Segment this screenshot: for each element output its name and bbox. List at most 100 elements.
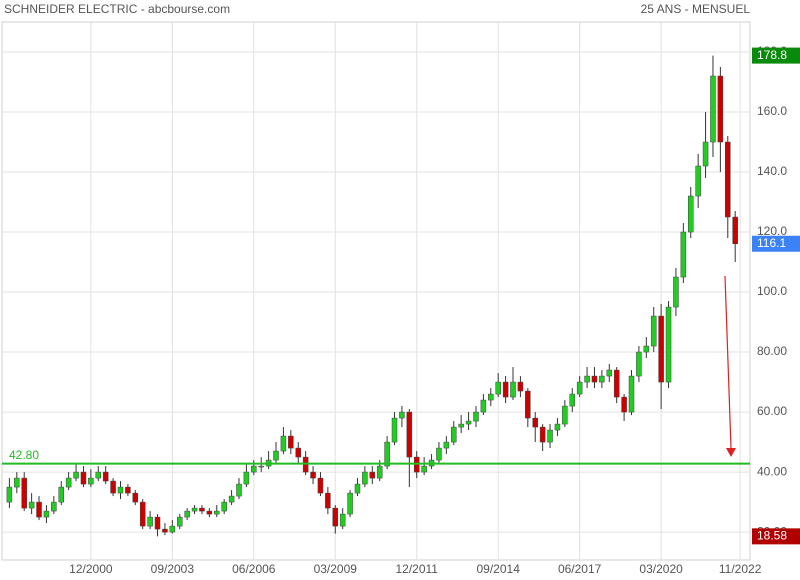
plot: 20.0040.0060.0080.00100.0120.0140.0160.0… <box>1 21 800 576</box>
y-tick-label: 120.0 <box>757 224 787 238</box>
candle-body <box>273 450 279 461</box>
candle-body <box>451 426 457 443</box>
candle-body <box>347 492 353 515</box>
candle-body <box>236 483 242 497</box>
price-badge <box>752 47 800 64</box>
candle-body <box>199 507 205 512</box>
candle-body <box>339 513 346 527</box>
candle-body <box>206 510 213 515</box>
candle-body <box>391 417 398 443</box>
y-tick-label: 80.00 <box>757 344 787 358</box>
candle-body <box>562 405 568 425</box>
candle-body <box>539 426 546 443</box>
candle-body <box>591 375 598 383</box>
candle-body <box>147 516 153 527</box>
candle-body <box>680 231 687 278</box>
candle-body <box>673 276 679 308</box>
price-badge <box>752 528 800 545</box>
candle-body <box>21 477 27 509</box>
candle-body <box>725 141 731 218</box>
candle-body <box>214 510 220 515</box>
x-tick-label: 03/2009 <box>314 562 358 576</box>
candle-body <box>443 441 450 449</box>
candle-body <box>184 510 190 518</box>
candle-body <box>65 477 72 488</box>
arrow-annotation <box>724 275 736 457</box>
candle-body <box>695 165 701 197</box>
y-tick-label: 40.00 <box>757 464 787 478</box>
candle-body <box>36 501 42 518</box>
candle-body <box>117 486 124 494</box>
plot-frame <box>1 21 751 561</box>
candle-body <box>436 447 442 461</box>
candle-body <box>473 411 479 422</box>
candle-body <box>139 501 146 527</box>
candle-body <box>28 501 35 509</box>
support-label: 42.80 <box>9 448 39 462</box>
candle-body <box>332 507 339 527</box>
candle-body <box>488 393 494 401</box>
price-badge-label: 18.58 <box>757 529 787 543</box>
candle-body <box>132 492 139 503</box>
candle-body <box>295 447 301 458</box>
candle-body <box>73 471 79 479</box>
candle-body <box>251 465 257 473</box>
candle-body <box>243 471 250 485</box>
y-tick-label: 140.0 <box>757 164 787 178</box>
candle-body <box>525 390 531 419</box>
candle-body <box>125 486 131 494</box>
candle-body <box>362 471 368 485</box>
candle-body <box>221 501 227 512</box>
candle-body <box>110 480 116 494</box>
candle-body <box>95 471 102 479</box>
candle-body <box>310 471 316 479</box>
candle-body <box>176 516 183 527</box>
candle-body <box>421 465 427 473</box>
candle-body <box>162 528 168 533</box>
y-tick-label: 60.00 <box>757 404 787 418</box>
x-tick-label: 09/2003 <box>151 562 195 576</box>
y-tick-label: 100.0 <box>757 284 787 298</box>
price-badge-label: 116.1 <box>757 236 786 250</box>
candle-body <box>599 375 605 383</box>
candle-body <box>650 315 657 347</box>
x-tick-label: 12/2011 <box>395 562 438 576</box>
candle-body <box>688 195 694 233</box>
candle-body <box>554 423 561 431</box>
candle-body <box>288 435 294 449</box>
candle-body <box>43 510 50 518</box>
candle-body <box>458 423 464 428</box>
candle-body <box>643 345 650 353</box>
x-tick-label: 11/2022 <box>719 562 762 576</box>
candle-body <box>702 141 709 167</box>
candle-body <box>710 75 716 143</box>
candle-body <box>621 396 627 413</box>
candle-body <box>325 492 331 509</box>
candle-body <box>88 477 94 485</box>
candle-body <box>58 486 64 503</box>
x-tick-label: 09/2014 <box>477 562 521 576</box>
candle-body <box>406 411 413 458</box>
candle-body <box>576 381 583 395</box>
candle-body <box>665 306 672 383</box>
candle-body <box>280 435 287 452</box>
candle-body <box>465 420 472 425</box>
candle-body <box>613 369 620 398</box>
candle-body <box>569 393 576 407</box>
candle-body <box>510 381 516 398</box>
candle-body <box>191 507 198 512</box>
candle-body <box>154 516 161 530</box>
candle-body <box>399 411 405 419</box>
candle-body <box>369 471 376 479</box>
candle-body <box>80 471 87 485</box>
candle-body <box>606 369 613 377</box>
candle-body <box>354 483 361 494</box>
candle-body <box>636 351 642 377</box>
x-tick-label: 03/2020 <box>639 562 683 576</box>
candle-body <box>258 465 264 468</box>
candle-body <box>14 477 20 488</box>
candle-body <box>228 495 235 503</box>
candle-body <box>480 399 487 413</box>
price-badge-label: 178.8 <box>757 48 787 62</box>
